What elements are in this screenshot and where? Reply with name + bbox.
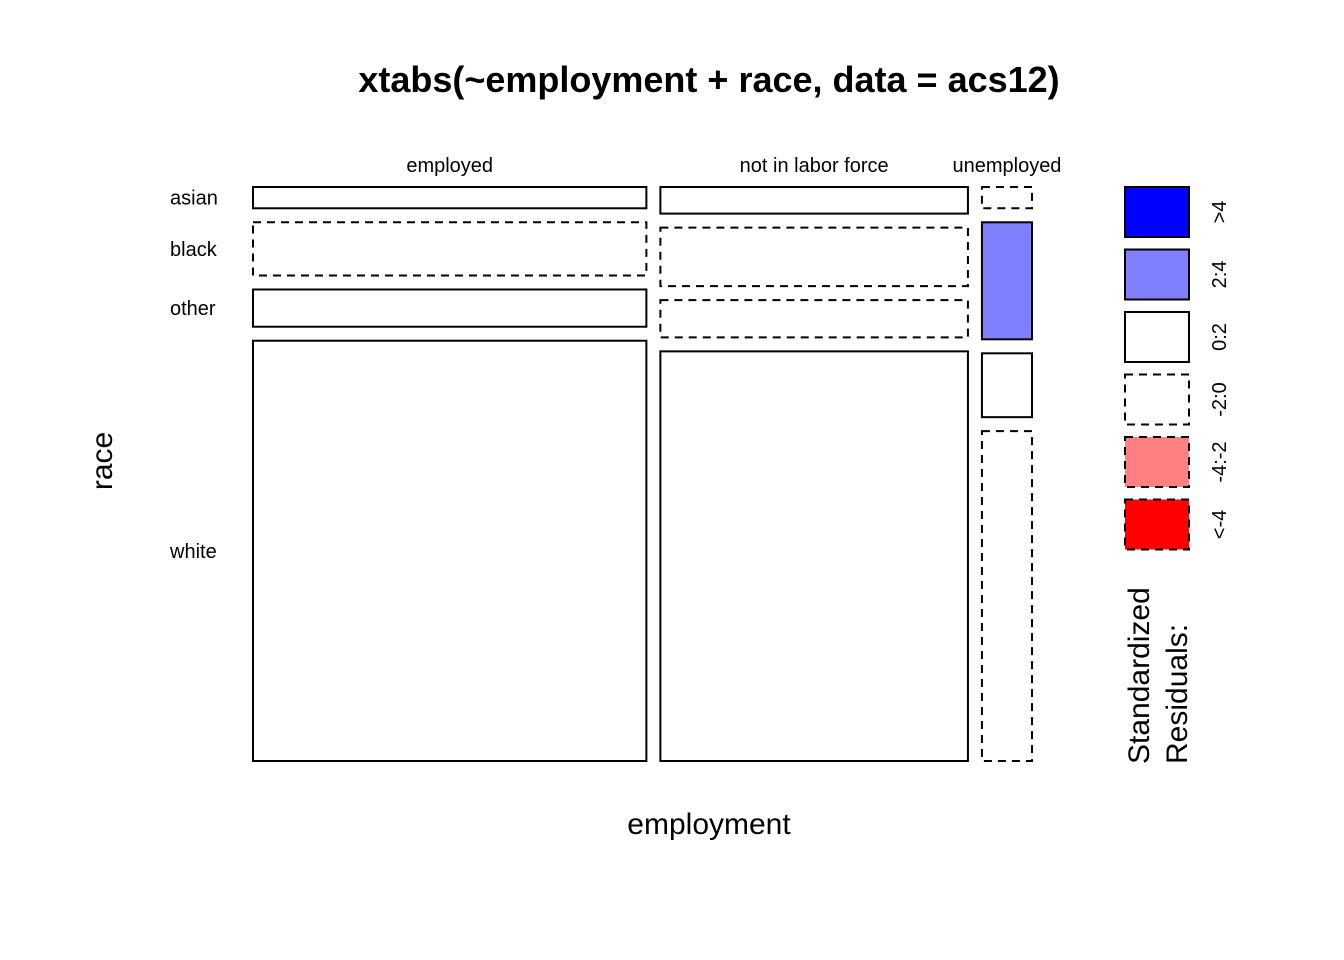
legend-label-4-2: -4:-2 — [1209, 441, 1231, 482]
legend-swatch-2-4 — [1124, 248, 1190, 301]
legend-swatch-gt4 — [1124, 186, 1190, 238]
legend-label-gt4: >4 — [1209, 201, 1231, 224]
legend-label-2-4: 2:4 — [1209, 261, 1231, 289]
x-axis-title: employment — [627, 808, 791, 841]
tile-not-in-labor-force-other — [659, 299, 969, 339]
tile-not-in-labor-force-asian — [659, 186, 969, 215]
legend-label-2-0: -2:0 — [1209, 382, 1231, 416]
tile-employed-other — [252, 288, 648, 328]
column-label-not-in-labor-force: not in labor force — [740, 155, 889, 177]
legend-label-0-2: 0:2 — [1209, 323, 1231, 351]
chart-title: xtabs(~employment + race, data = acs12) — [358, 59, 1059, 100]
tile-unemployed-other — [980, 352, 1034, 419]
legend-swatch-2-0 — [1124, 373, 1190, 426]
tile-unemployed-black — [980, 221, 1034, 341]
legend-swatch-lt-4 — [1124, 498, 1190, 551]
tile-unemployed-asian — [980, 186, 1034, 210]
tile-employed-white — [252, 339, 648, 762]
column-label-employed: employed — [406, 155, 493, 177]
legend-title-line-2: Residuals: — [1161, 624, 1194, 764]
tile-employed-asian — [252, 186, 648, 210]
column-label-unemployed: unemployed — [952, 155, 1061, 177]
row-label-asian: asian — [170, 188, 218, 210]
row-label-white: white — [169, 541, 217, 563]
tile-unemployed-white — [980, 430, 1034, 762]
tile-not-in-labor-force-white — [659, 350, 969, 762]
row-label-black: black — [170, 239, 218, 261]
row-label-other: other — [170, 298, 216, 320]
legend-swatch-0-2 — [1124, 311, 1190, 363]
tile-employed-black — [252, 221, 648, 277]
tile-not-in-labor-force-black — [659, 226, 969, 288]
legend-title-line-1: Standardized — [1123, 587, 1156, 764]
y-axis-title: race — [86, 432, 119, 490]
legend-swatch-4-2 — [1124, 436, 1190, 488]
legend-label-lt-4: <-4 — [1209, 510, 1231, 539]
